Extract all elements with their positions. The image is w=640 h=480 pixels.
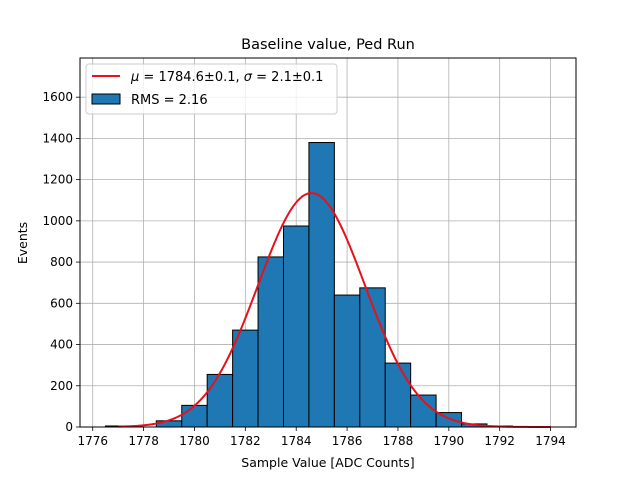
gaussian-fit-line (118, 192, 551, 428)
x-tick-label: 1786 (332, 434, 363, 448)
histogram-bar (308, 142, 335, 428)
x-tick-label: 1782 (230, 434, 261, 448)
histogram-bar (282, 225, 310, 428)
gaussian-fit (118, 192, 551, 428)
y-tick-label: 1000 (42, 214, 73, 228)
x-axis-ticks: 1776 1778 1780 1782 1784 1786 1788 1790 1792 1794 (77, 427, 566, 448)
x-tick-label: 1784 (281, 434, 312, 448)
legend-sigma-symbol: σ (244, 70, 253, 85)
histogram-bar (257, 256, 284, 428)
y-tick-label: 800 (50, 255, 73, 269)
histogram-bar (384, 362, 412, 428)
y-tick-label: 200 (50, 379, 73, 393)
legend-mu-symbol: μ (130, 70, 139, 85)
histogram-bar (181, 404, 208, 428)
legend-mu-value: = 1784.6±0.1, (139, 70, 243, 85)
legend: μ = 1784.6±0.1, σ = 2.1±0.1 RMS = 2.16 (85, 63, 338, 115)
plot-frame (79, 57, 577, 428)
histogram-bar (232, 329, 259, 428)
y-tick-label: 600 (50, 296, 73, 310)
x-tick-label: 1790 (434, 434, 465, 448)
y-tick-label: 1400 (42, 131, 73, 145)
histogram-bar (359, 287, 386, 428)
histogram-bar (333, 294, 361, 428)
y-tick-label: 400 (50, 338, 73, 352)
y-tick-label: 1200 (42, 173, 73, 187)
legend-fit-label: μ = 1784.6±0.1, σ = 2.1±0.1 (130, 70, 323, 85)
histogram-bar (206, 373, 234, 428)
x-tick-label: 1792 (484, 434, 515, 448)
y-axis-ticks: 0 200 400 600 800 1000 1200 1400 1600 (42, 90, 80, 434)
chart-title: Baseline value, Ped Run (241, 37, 415, 53)
y-axis-label: Events (15, 222, 30, 264)
legend-sigma-value: = 2.1±0.1 (252, 70, 323, 85)
legend-hist-swatch (91, 93, 121, 105)
x-tick-label: 1788 (383, 434, 414, 448)
y-tick-label: 0 (65, 420, 73, 434)
x-tick-label: 1794 (535, 434, 566, 448)
x-tick-label: 1780 (179, 434, 210, 448)
x-axis-label: Sample Value [ADC Counts] (241, 455, 414, 470)
x-tick-label: 1776 (77, 434, 108, 448)
legend-hist-label: RMS = 2.16 (131, 93, 208, 108)
histogram-bars (104, 142, 513, 428)
x-tick-label: 1778 (128, 434, 159, 448)
legend-box (85, 63, 338, 115)
y-tick-label: 1600 (42, 90, 73, 104)
